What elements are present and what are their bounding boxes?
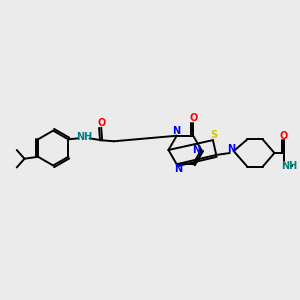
Text: O: O <box>280 130 288 141</box>
Text: O: O <box>189 113 197 123</box>
Text: N: N <box>193 145 201 155</box>
Text: O: O <box>97 118 105 128</box>
Text: NH: NH <box>281 160 297 171</box>
Text: N: N <box>227 144 235 154</box>
Text: N: N <box>175 164 183 174</box>
Text: S: S <box>210 130 218 140</box>
Text: NH: NH <box>76 132 93 142</box>
Text: N: N <box>172 126 180 136</box>
